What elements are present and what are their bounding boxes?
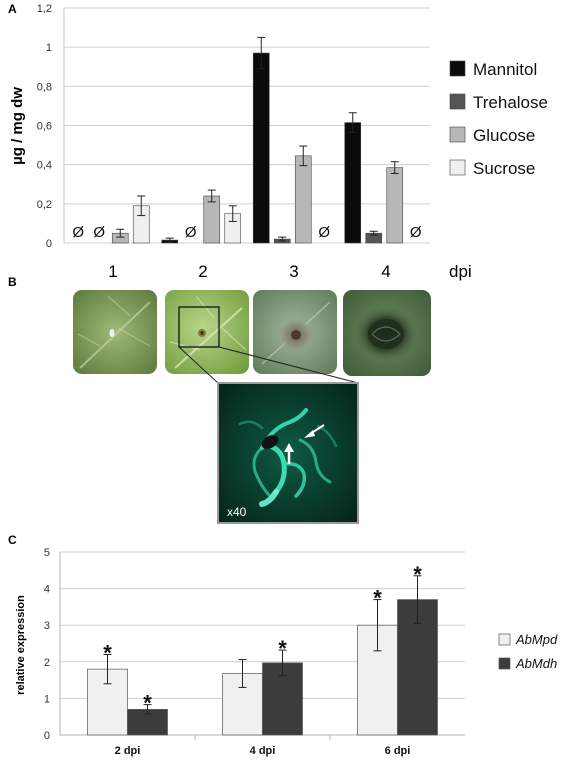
leaf-photo-4 <box>343 290 431 376</box>
error-bar-abmpd-2-dpi <box>103 653 112 685</box>
a-gridlines <box>64 7 430 244</box>
panel-a-letter: A <box>8 2 17 16</box>
c-y-tick-label: 1 <box>44 693 50 705</box>
a-legend: Mannitol Trehalose Glucose Sucrose <box>449 60 548 178</box>
legend-swatch-abmdh <box>498 657 511 670</box>
bar-glucose-4 <box>386 167 404 244</box>
a-y-tick-label: 1,2 <box>37 3 52 15</box>
c-significance-markers: * * * * * <box>103 562 422 716</box>
legend-swatch-abmpd <box>498 633 511 646</box>
legend-label-sucrose: Sucrose <box>473 159 535 178</box>
c-y-tick-labels: 0 1 2 3 4 5 <box>44 547 50 742</box>
gene-expression-chart: C relative expression 0 1 2 3 4 5 * * * * * 2 dpi… <box>8 533 558 757</box>
absent-marker-mannitol-1: Ø <box>72 224 84 241</box>
c-legend: AbMpd AbMdh <box>498 632 558 671</box>
legend-label-abmdh: AbMdh <box>515 656 557 671</box>
error-bar-abmpd-4-dpi <box>238 659 247 688</box>
significance-star-abmdh-2-dpi: * <box>143 691 152 716</box>
error-bar-glucose-1 <box>116 228 125 238</box>
c-y-tick-label: 0 <box>44 730 50 742</box>
a-y-axis-label: µg / mg dw <box>9 87 26 165</box>
error-bar-mannitol-3 <box>257 36 266 70</box>
fluorescence-inset: x40 <box>217 382 359 524</box>
x-label-6-dpi: 6 dpi <box>385 745 411 757</box>
c-y-tick-label: 4 <box>44 584 50 596</box>
infection-photos: B 1 2 3 4 dpi <box>8 262 472 524</box>
c-y-tick-label: 5 <box>44 547 50 559</box>
absent-marker-trehalose-1: Ø <box>93 224 105 241</box>
error-bar-glucose-4 <box>390 161 399 174</box>
significance-star-abmpd-2-dpi: * <box>103 640 112 665</box>
day-label-3: 3 <box>289 262 298 281</box>
error-bar-glucose-3 <box>299 145 308 167</box>
a-y-tick-label: 0,2 <box>37 199 52 211</box>
zoom-line-left <box>178 346 219 384</box>
a-y-tick-labels: 0 0,2 0,4 0,6 0,8 1 1,2 <box>37 3 52 250</box>
error-bar-glucose-2 <box>207 189 216 203</box>
significance-star-abmpd-6-dpi: * <box>373 586 382 611</box>
c-x-tick-labels: 2 dpi 4 dpi 6 dpi <box>115 735 411 757</box>
a-y-tick-label: 0,6 <box>37 121 52 133</box>
leaf-photo-1 <box>73 290 157 374</box>
c-y-axis-label: relative expression <box>15 595 27 695</box>
error-bar-mannitol-4 <box>348 112 357 133</box>
hyphae <box>238 408 338 507</box>
dpi-unit-label: dpi <box>449 262 472 281</box>
panel-c-letter: C <box>8 533 17 547</box>
error-bar-trehalose-4 <box>369 230 378 236</box>
zoom-line-right <box>218 346 359 384</box>
legend-swatch-trehalose <box>449 93 466 110</box>
leaf-photo-3 <box>253 290 337 374</box>
a-y-tick-label: 0,8 <box>37 81 52 93</box>
error-bar-abmdh-6-dpi <box>413 575 422 624</box>
legend-swatch-glucose <box>449 126 466 143</box>
legend-label-trehalose: Trehalose <box>473 93 548 112</box>
legend-label-glucose: Glucose <box>473 126 535 145</box>
panel-b-letter: B <box>8 275 17 289</box>
bar-mannitol-3 <box>252 52 270 244</box>
a-y-tick-label: 1 <box>46 42 52 54</box>
significance-star-abmdh-4-dpi: * <box>278 636 287 661</box>
c-y-tick-label: 2 <box>44 657 50 669</box>
a-y-tick-label: 0,4 <box>37 160 52 172</box>
a-bars <box>111 52 404 244</box>
significance-star-abmdh-6-dpi: * <box>413 562 422 587</box>
error-bar-trehalose-3 <box>278 236 287 242</box>
bar-glucose-3 <box>294 155 312 244</box>
legend-swatch-mannitol <box>449 60 466 77</box>
arrow-1 <box>304 424 325 438</box>
error-bar-abmpd-6-dpi <box>373 599 382 652</box>
x-label-2-dpi: 2 dpi <box>115 745 141 757</box>
c-error-bars <box>103 575 422 715</box>
day-label-4: 4 <box>381 262 390 281</box>
bar-glucose-2 <box>203 195 221 244</box>
zoom-region-box <box>178 306 220 348</box>
legend-label-mannitol: Mannitol <box>473 60 537 79</box>
a-error-bars <box>116 36 399 243</box>
legend-label-abmpd: AbMpd <box>515 632 558 647</box>
bar-mannitol-4 <box>344 122 362 244</box>
absent-marker-sucrose-3: Ø <box>318 224 330 241</box>
absent-marker-sucrose-4: Ø <box>410 224 422 241</box>
a-y-tick-label: 0 <box>46 238 52 250</box>
error-bar-abmdh-4-dpi <box>278 649 287 677</box>
c-bars <box>87 599 438 736</box>
day-label-2: 2 <box>198 262 207 281</box>
leaf-photo-2 <box>165 290 249 374</box>
magnification-label: x40 <box>227 505 247 519</box>
conidium <box>261 435 279 449</box>
x-label-4-dpi: 4 dpi <box>250 745 276 757</box>
error-bar-sucrose-2 <box>228 205 237 222</box>
absent-marker-trehalose-2: Ø <box>185 224 197 241</box>
day-label-1: 1 <box>108 262 117 281</box>
error-bar-mannitol-2 <box>165 237 174 243</box>
arrow-2 <box>284 443 294 464</box>
c-y-tick-label: 3 <box>44 620 50 632</box>
error-bar-sucrose-1 <box>137 195 146 217</box>
error-bar-abmdh-2-dpi <box>143 704 152 715</box>
legend-swatch-sucrose <box>449 159 466 176</box>
